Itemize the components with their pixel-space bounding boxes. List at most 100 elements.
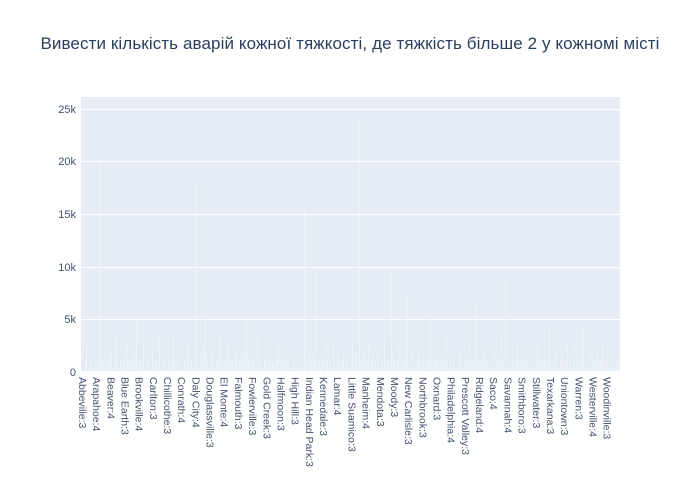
bar[interactable] (84, 363, 86, 373)
bar[interactable] (559, 362, 561, 373)
bar[interactable] (387, 358, 389, 373)
bar[interactable] (283, 368, 285, 373)
bar[interactable] (127, 340, 129, 373)
bar[interactable] (338, 352, 340, 373)
bar[interactable] (268, 350, 270, 373)
bar[interactable] (543, 351, 545, 373)
bar[interactable] (265, 355, 267, 373)
bar[interactable] (440, 354, 442, 373)
bar[interactable] (313, 351, 315, 373)
bar[interactable] (102, 353, 104, 373)
bar[interactable] (529, 354, 531, 373)
bar[interactable] (453, 350, 455, 373)
bar[interactable] (192, 366, 194, 373)
bar[interactable] (100, 366, 102, 373)
bar[interactable] (98, 162, 100, 373)
bar[interactable] (511, 349, 513, 373)
bar[interactable] (185, 367, 187, 373)
bar[interactable] (409, 367, 411, 373)
bar[interactable] (579, 368, 581, 373)
bar[interactable] (362, 354, 364, 373)
bar[interactable] (238, 363, 240, 373)
bar[interactable] (350, 364, 352, 373)
bar[interactable] (533, 361, 535, 373)
bar[interactable] (316, 368, 318, 373)
bar[interactable] (91, 365, 93, 373)
bar[interactable] (600, 359, 602, 373)
bar[interactable] (611, 366, 613, 373)
bar[interactable] (352, 343, 354, 373)
bar[interactable] (595, 365, 597, 373)
bar[interactable] (575, 365, 577, 373)
bar[interactable] (596, 350, 598, 373)
bar[interactable] (598, 368, 600, 373)
bar[interactable] (174, 367, 176, 373)
bar[interactable] (114, 359, 116, 373)
bar[interactable] (143, 342, 145, 373)
bar[interactable] (306, 361, 308, 373)
bar[interactable] (556, 349, 558, 373)
bar[interactable] (602, 341, 604, 373)
bar[interactable] (164, 357, 166, 373)
bar[interactable] (618, 356, 620, 373)
bar[interactable] (141, 368, 143, 373)
bar[interactable] (508, 355, 510, 373)
bar[interactable] (240, 356, 242, 373)
bar[interactable] (148, 355, 150, 373)
bar[interactable] (155, 358, 157, 373)
bar[interactable] (139, 361, 141, 373)
bar[interactable] (267, 368, 269, 373)
bar[interactable] (430, 310, 432, 373)
bar[interactable] (341, 361, 343, 373)
bar[interactable] (605, 360, 607, 373)
bar[interactable] (446, 332, 448, 373)
bar[interactable] (112, 367, 114, 373)
bar[interactable] (410, 348, 412, 373)
bar[interactable] (235, 352, 237, 373)
bar[interactable] (135, 320, 137, 373)
bar[interactable] (437, 347, 439, 373)
bar[interactable] (456, 363, 458, 373)
bar[interactable] (249, 359, 251, 373)
bar[interactable] (428, 366, 430, 373)
bar[interactable] (198, 367, 200, 373)
bar[interactable] (299, 367, 301, 373)
bar[interactable] (545, 367, 547, 373)
bar[interactable] (561, 356, 563, 373)
bar[interactable] (153, 366, 155, 373)
bar[interactable] (401, 363, 403, 373)
bar[interactable] (291, 364, 293, 373)
bar[interactable] (311, 366, 313, 373)
bar[interactable] (577, 362, 579, 373)
bar[interactable] (167, 353, 169, 373)
bar[interactable] (325, 346, 327, 373)
bar[interactable] (203, 348, 205, 373)
bar[interactable] (465, 357, 467, 373)
bar[interactable] (520, 357, 522, 373)
bar[interactable] (380, 357, 382, 373)
bar[interactable] (419, 365, 421, 373)
bar[interactable] (336, 367, 338, 373)
bar[interactable] (284, 344, 286, 373)
bar[interactable] (417, 352, 419, 373)
bar[interactable] (476, 368, 478, 373)
bar[interactable] (400, 367, 402, 373)
bar[interactable] (463, 367, 465, 373)
bar[interactable] (244, 345, 246, 373)
bar[interactable] (346, 358, 348, 373)
bar[interactable] (371, 354, 373, 373)
bar[interactable] (580, 353, 582, 373)
bar[interactable] (444, 359, 446, 373)
bar[interactable] (208, 361, 210, 373)
bar[interactable] (504, 277, 506, 373)
bar[interactable] (222, 367, 224, 373)
bar[interactable] (277, 341, 279, 373)
bar[interactable] (469, 341, 471, 373)
bar[interactable] (329, 360, 331, 373)
bar[interactable] (270, 367, 272, 373)
bar[interactable] (322, 355, 324, 373)
bar[interactable] (614, 368, 616, 373)
bar[interactable] (510, 366, 512, 373)
bar[interactable] (568, 368, 570, 373)
bar[interactable] (213, 368, 215, 373)
